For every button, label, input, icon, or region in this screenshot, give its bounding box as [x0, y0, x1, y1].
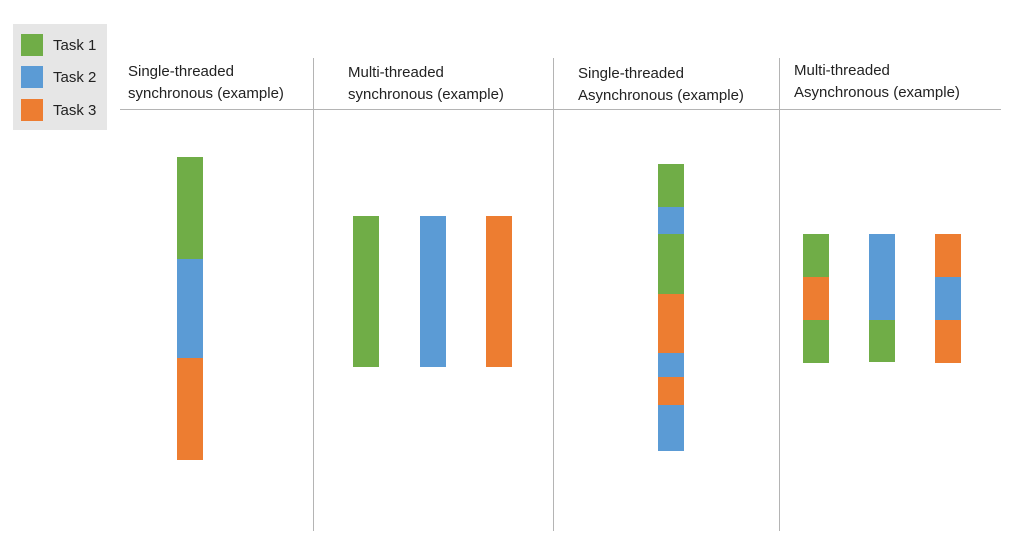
task-segment-task-1	[803, 320, 829, 363]
column-divider	[553, 58, 554, 531]
column-title-line-2: Asynchronous (example)	[794, 84, 960, 101]
task-segment-task-3	[935, 234, 961, 277]
column-divider	[313, 58, 314, 531]
task-segment-task-2	[658, 207, 684, 234]
column-divider	[779, 58, 780, 531]
task-segment-task-3	[935, 320, 961, 363]
task-segment-task-1	[658, 164, 684, 207]
task-segment-task-2	[869, 277, 895, 320]
legend-swatch-task-2	[21, 66, 43, 88]
column-title-line-1: Single-threaded	[578, 65, 684, 82]
task-segment-task-2	[177, 259, 203, 358]
task-segment-task-3	[803, 277, 829, 320]
task-segment-task-1	[177, 157, 203, 259]
column-title-line-1: Single-threaded	[128, 63, 234, 80]
task-segment-task-1	[353, 216, 379, 367]
legend-swatch-task-3	[21, 99, 43, 121]
column-title-line-2: synchronous (example)	[348, 86, 504, 103]
task-segment-task-2	[869, 234, 895, 277]
column-title-multi-threaded-synchronous: Multi-threaded synchronous (example)	[348, 62, 504, 106]
task-segment-task-3	[658, 294, 684, 353]
task-segment-task-3	[486, 216, 512, 367]
legend: Task 1 Task 2 Task 3	[13, 24, 107, 130]
legend-label-task-3: Task 3	[53, 102, 97, 119]
column-title-line-1: Multi-threaded	[794, 62, 890, 79]
task-segment-task-1	[803, 234, 829, 277]
task-segment-task-2	[658, 353, 684, 377]
column-title-single-threaded-synchronous: Single-threaded synchronous (example)	[128, 61, 284, 105]
task-segment-task-1	[869, 320, 895, 362]
legend-label-task-1: Task 1	[53, 37, 97, 54]
column-title-line-1: Multi-threaded	[348, 64, 444, 81]
column-title-line-2: Asynchronous (example)	[578, 87, 744, 104]
task-segment-task-2	[420, 216, 446, 367]
column-title-single-threaded-asynchronous: Single-threaded Asynchronous (example)	[578, 63, 744, 107]
task-segment-task-2	[658, 405, 684, 451]
column-title-multi-threaded-asynchronous: Multi-threaded Asynchronous (example)	[794, 60, 960, 104]
task-segment-task-2	[935, 277, 961, 320]
task-segment-task-3	[177, 358, 203, 460]
legend-swatch-task-1	[21, 34, 43, 56]
task-segment-task-3	[658, 377, 684, 405]
legend-label-task-2: Task 2	[53, 69, 97, 86]
column-title-line-2: synchronous (example)	[128, 85, 284, 102]
header-divider	[120, 109, 1001, 110]
task-segment-task-1	[658, 234, 684, 294]
